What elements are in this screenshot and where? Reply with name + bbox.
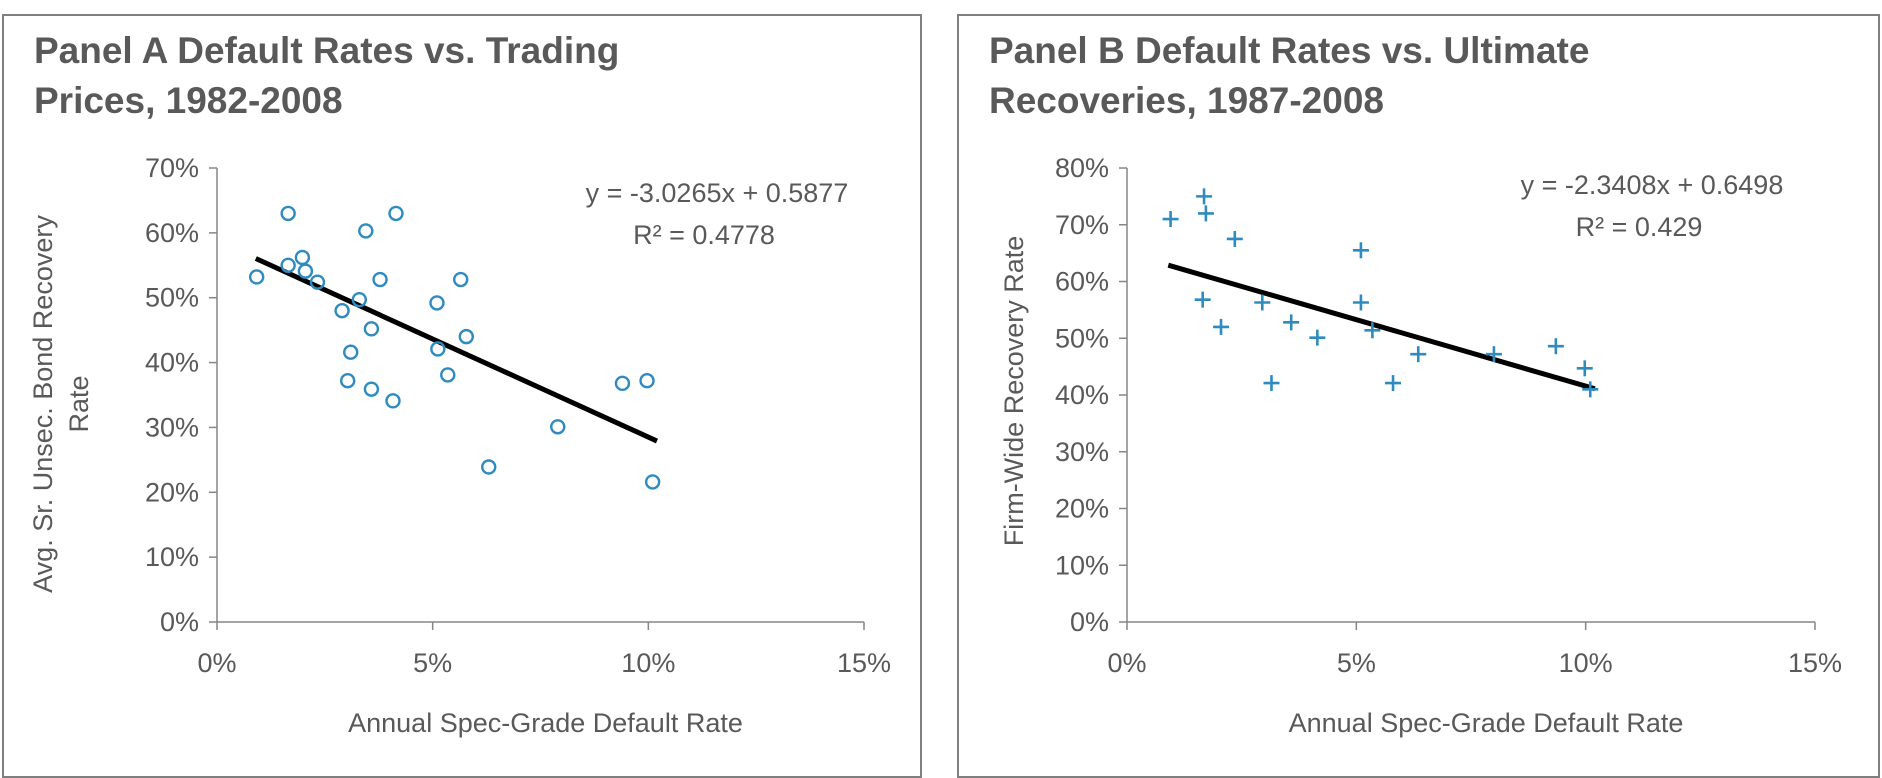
- data-point: [429, 295, 445, 311]
- data-point: [1385, 375, 1402, 392]
- y-axis-title-line: Rate: [64, 375, 94, 432]
- y-tick-label: 70%: [1055, 210, 1109, 240]
- panel-a-title: Panel A Default Rates vs. Trading Prices…: [34, 30, 620, 121]
- y-tick-label: 40%: [1055, 380, 1109, 410]
- r-squared-label: R² = 0.429: [1576, 212, 1703, 242]
- data-point: [1364, 322, 1381, 339]
- y-tick-label: 30%: [1055, 437, 1109, 467]
- data-point: [458, 328, 475, 345]
- y-tick-label: 10%: [1055, 550, 1109, 580]
- data-point: [639, 373, 655, 389]
- y-tick-label: 20%: [145, 477, 199, 507]
- data-point: [1162, 211, 1179, 228]
- data-point: [440, 367, 456, 383]
- x-tick-label: 15%: [1788, 648, 1842, 678]
- x-axis-title: Annual Spec-Grade Default Rate: [1289, 708, 1684, 738]
- data-point: [358, 223, 374, 239]
- x-tick-label: 15%: [837, 648, 891, 678]
- y-tick-label: 60%: [145, 218, 199, 248]
- r-squared-label: R² = 0.4778: [633, 220, 775, 250]
- y-axis-title-line: Firm-Wide Recovery Rate: [999, 236, 1029, 547]
- x-tick-label: 10%: [621, 648, 675, 678]
- panel-b-chart: 0% 10% 20% 30% 40% 50% 60% 70% 80% 0% 5% 10% 15% Annu…: [999, 153, 1842, 738]
- data-point: [1352, 242, 1369, 259]
- y-tick-label: 80%: [1055, 153, 1109, 183]
- data-point: [309, 274, 326, 290]
- trendline-equation: y = -2.3408x + 0.6498: [1521, 170, 1784, 200]
- x-tick-label: 0%: [197, 648, 236, 678]
- data-point: [1197, 205, 1214, 222]
- data-point: [644, 474, 661, 490]
- data-point: [1309, 329, 1326, 346]
- data-point: [1196, 188, 1213, 205]
- y-tick-label: 0%: [160, 607, 199, 637]
- data-point: [363, 321, 380, 337]
- data-point: [1582, 381, 1599, 398]
- data-point: [248, 269, 265, 285]
- data-point: [453, 271, 469, 288]
- y-tick-label: 0%: [1070, 607, 1109, 637]
- data-point: [1485, 346, 1502, 363]
- y-tick-label: 40%: [145, 348, 199, 378]
- data-point: [481, 459, 497, 475]
- y-tick-label: 60%: [1055, 267, 1109, 297]
- y-tick-label: 30%: [145, 412, 199, 442]
- data-point: [385, 393, 401, 409]
- x-tick-label: 0%: [1107, 648, 1146, 678]
- data-point: [1576, 360, 1593, 377]
- data-point: [280, 205, 296, 222]
- panel-a: Panel A Default Rates vs. Trading Prices…: [2, 14, 922, 778]
- data-point: [1254, 294, 1271, 311]
- data-point: [1283, 314, 1300, 331]
- y-tick-label: 20%: [1055, 494, 1109, 524]
- y-tick-label: 50%: [145, 283, 199, 313]
- data-point: [430, 341, 446, 357]
- y-tick-label: 50%: [1055, 323, 1109, 353]
- data-point: [297, 263, 314, 279]
- data-point: [280, 257, 296, 273]
- x-tick-label: 5%: [413, 648, 452, 678]
- data-point: [294, 249, 311, 266]
- trendline: [1167, 262, 1596, 392]
- panel-b-title: Panel B Default Rates vs. Ultimate Recov…: [989, 30, 1590, 121]
- data-point: [1352, 294, 1369, 311]
- data-point: [388, 205, 404, 222]
- data-point: [363, 381, 380, 397]
- panel-a-chart: 0% 10% 20% 30% 40% 50% 60% 70% 0% 5% 10% 15% Annual …: [28, 153, 891, 738]
- data-point: [1547, 338, 1564, 355]
- data-point: [550, 419, 566, 435]
- x-tick-label: 10%: [1559, 648, 1613, 678]
- trendline: [254, 256, 658, 444]
- data-point: [339, 373, 356, 389]
- data-point: [1410, 346, 1427, 363]
- y-axis-title-line: Avg. Sr. Unsec. Bond Recovery: [28, 215, 58, 593]
- trendline-equation: y = -3.0265x + 0.5877: [586, 178, 849, 208]
- x-axis-title: Annual Spec-Grade Default Rate: [348, 708, 743, 738]
- data-point: [343, 344, 359, 360]
- data-point: [351, 291, 368, 308]
- data-point: [1194, 291, 1211, 308]
- data-point: [372, 271, 388, 288]
- data-point: [614, 375, 631, 392]
- data-point: [1263, 375, 1280, 392]
- data-point: [1213, 318, 1230, 335]
- data-point: [1226, 230, 1243, 247]
- y-tick-label: 70%: [145, 153, 199, 183]
- data-point: [334, 302, 350, 319]
- x-tick-label: 5%: [1337, 648, 1376, 678]
- y-tick-label: 10%: [145, 542, 199, 572]
- panel-b: Panel B Default Rates vs. Ultimate Recov…: [957, 14, 1880, 778]
